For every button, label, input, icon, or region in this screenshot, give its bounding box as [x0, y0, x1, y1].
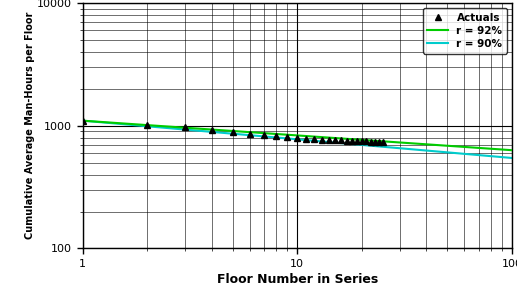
Actuals	[261, 133, 267, 137]
X-axis label: Floor Number in Series: Floor Number in Series	[217, 273, 378, 286]
Actuals	[303, 137, 309, 141]
Actuals	[368, 140, 374, 143]
r = 92%	[283, 133, 290, 137]
r = 90%	[335, 141, 341, 145]
r = 90%	[286, 137, 292, 140]
Actuals	[182, 125, 188, 129]
Actuals	[318, 138, 325, 142]
r = 92%	[498, 148, 505, 151]
Actuals	[372, 140, 378, 143]
Actuals	[376, 140, 382, 144]
Actuals	[294, 136, 300, 140]
r = 92%	[431, 143, 437, 147]
r = 92%	[312, 135, 318, 138]
Actuals	[209, 128, 215, 132]
Y-axis label: Cumulative Average Man-Hours per Floor: Cumulative Average Man-Hours per Floor	[24, 12, 35, 239]
Legend: Actuals, r = 92%, r = 90%: Actuals, r = 92%, r = 90%	[423, 8, 507, 54]
Actuals	[311, 137, 317, 141]
Actuals	[230, 130, 236, 134]
r = 92%	[286, 133, 292, 137]
r = 90%	[312, 139, 318, 143]
Actuals	[273, 135, 280, 138]
r = 92%	[509, 148, 515, 152]
Actuals	[363, 140, 370, 143]
r = 90%	[80, 119, 86, 122]
Line: r = 92%: r = 92%	[83, 121, 512, 150]
Line: r = 90%: r = 90%	[83, 121, 512, 158]
r = 92%	[80, 119, 86, 122]
Actuals	[144, 123, 150, 127]
r = 92%	[335, 136, 341, 140]
Actuals	[326, 138, 332, 142]
Actuals	[359, 139, 365, 143]
r = 90%	[509, 156, 515, 160]
Actuals	[80, 119, 86, 122]
Actuals	[354, 139, 360, 143]
Actuals	[349, 139, 355, 143]
r = 90%	[431, 149, 437, 153]
Actuals	[379, 140, 386, 144]
Actuals	[332, 138, 338, 142]
Line: Actuals: Actuals	[80, 118, 386, 145]
Actuals	[284, 135, 291, 139]
Actuals	[247, 132, 253, 136]
r = 90%	[498, 155, 505, 159]
Actuals	[344, 139, 350, 142]
Actuals	[338, 139, 344, 142]
r = 90%	[283, 137, 290, 140]
